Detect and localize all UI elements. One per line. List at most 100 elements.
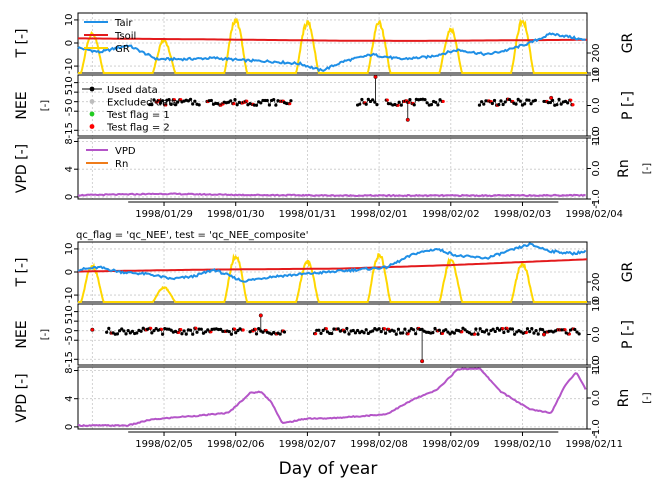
y-axis-label: VPD [-] — [14, 144, 30, 193]
right-y-tick-label: 0.0 — [591, 161, 602, 177]
y-tick-label: 4 — [64, 166, 75, 172]
y-tick-label: 0 — [64, 40, 75, 46]
right-y-tick-label: 0.0 — [591, 98, 602, 114]
y-axis-unit: [-] — [40, 100, 51, 112]
x-tick-label: 1998/01/30 — [207, 209, 265, 220]
nee-point — [578, 332, 581, 335]
nee-point — [375, 103, 378, 106]
y-tick-label: 0 — [64, 194, 75, 200]
nee-point-flag2 — [194, 327, 197, 330]
right-y-axis-unit: [-] — [642, 163, 653, 175]
nee-point-flag2 — [525, 331, 528, 334]
nee-point — [289, 99, 292, 102]
right-y-axis-label: GR — [620, 32, 636, 53]
nee-point-flag2 — [232, 102, 235, 105]
right-y-axis-label: Rn — [616, 389, 632, 408]
nee-point-flag2 — [501, 327, 504, 330]
right-y-tick-label: 1.0 — [591, 359, 602, 375]
x-tick-label: 1998/02/02 — [422, 209, 480, 220]
nee-point — [534, 99, 537, 102]
y-tick-label: -10 — [64, 287, 75, 303]
right-y-axis-unit: [-] — [642, 392, 653, 404]
series-nee-used — [148, 98, 574, 107]
y-axis-label: T [-] — [14, 29, 30, 59]
right-y-axis-label: Rn — [616, 159, 632, 178]
right-y-axis-label: GR — [620, 261, 636, 282]
y-axis-label: NEE — [14, 320, 30, 348]
nee-point-flag2 — [571, 103, 574, 106]
nee-point-flag2 — [242, 328, 245, 331]
right-y-axis-label: P [-] — [620, 91, 636, 120]
y-tick-label: 0 — [64, 328, 75, 334]
legend-label-tair: Tair — [114, 18, 133, 29]
x-tick-label: 1998/02/05 — [135, 439, 193, 450]
right-y-tick-label: -1.0 — [591, 189, 602, 209]
right-y-tick-label: 200 — [591, 43, 602, 62]
legend-swatch-used — [90, 87, 95, 92]
nee-point — [283, 330, 286, 333]
y-tick-label: 0 — [64, 269, 75, 275]
y-tick-label: 10 — [64, 76, 75, 89]
nee-point-flag2 — [473, 332, 476, 335]
y-tick-label: -5 — [64, 335, 75, 345]
y-tick-label: -5 — [64, 106, 75, 116]
x-tick-label: 1998/01/29 — [135, 209, 193, 220]
y-axis-label: NEE — [14, 91, 30, 119]
y-axis-label: T [-] — [14, 258, 30, 288]
nee-point-flag2 — [549, 96, 553, 100]
series-tsoil-line — [78, 259, 587, 271]
series-vpd-line — [78, 193, 586, 196]
x-tick-label: 1998/02/04 — [565, 209, 623, 220]
x-tick-label: 1998/01/31 — [279, 209, 337, 220]
chart-title: qc_flag = 'qc_NEE', test = 'qc_NEE_compo… — [76, 230, 308, 241]
x-tick-label: 1998/02/08 — [350, 439, 408, 450]
series-tsoil-line — [78, 38, 587, 41]
nee-point-flag2 — [179, 328, 182, 331]
nee-point-flag2 — [568, 332, 571, 335]
nee-point-flag2 — [569, 99, 572, 102]
nee-point-flag2 — [542, 333, 546, 337]
y-tick-label: 0 — [64, 99, 75, 105]
nee-point-flag2 — [420, 359, 424, 363]
y-tick-label: 10 — [64, 243, 75, 256]
legend-label-gr: GR — [115, 44, 130, 55]
legend-swatch-flag1 — [90, 112, 95, 117]
nee-point-flag2 — [160, 328, 163, 331]
y-tick-label: -10 — [64, 58, 75, 74]
right-y-tick-label: 0.0 — [591, 390, 602, 406]
y-tick-label: 8 — [64, 367, 75, 373]
legend-label-flag1: Test flag = 1 — [106, 110, 170, 121]
legend-label-rn: Rn — [115, 159, 128, 170]
right-y-tick-label: 1.0 — [591, 296, 602, 312]
x-tick-label: 1998/02/10 — [494, 439, 552, 450]
x-axis-label: Day of year — [279, 459, 378, 479]
x-tick-label: 1998/02/03 — [494, 209, 552, 220]
nee-point-flag2 — [91, 328, 95, 332]
nee-point-flag2 — [406, 118, 410, 122]
y-tick-label: 10 — [64, 14, 75, 27]
x-tick-label: 1998/02/07 — [279, 439, 337, 450]
y-tick-label: 8 — [64, 138, 75, 144]
legend-swatch-flag2 — [90, 124, 95, 129]
legend-swatch-excluded — [90, 99, 95, 104]
legend-label-vpd: VPD — [115, 146, 136, 157]
legend-label-tsoil: Tsoil — [114, 31, 136, 42]
nee-point-flag2 — [383, 327, 386, 330]
nee-point-flag2 — [442, 100, 445, 103]
x-tick-label: 1998/02/09 — [422, 439, 480, 450]
y-axis-unit: [-] — [40, 329, 51, 341]
right-y-tick-label: -1.0 — [591, 419, 602, 439]
legend-label-flag2: Test flag = 2 — [106, 123, 170, 134]
right-y-tick-label: 0.0 — [591, 327, 602, 343]
nee-point-flag2 — [374, 75, 378, 79]
nee-point-flag2 — [259, 314, 263, 318]
y-tick-label: 4 — [64, 396, 75, 402]
series-nee-used — [105, 327, 581, 336]
y-axis-label: VPD [-] — [14, 373, 30, 422]
right-y-tick-label: 1.0 — [591, 130, 602, 146]
y-tick-label: 10 — [64, 305, 75, 318]
right-y-tick-label: 200 — [591, 272, 602, 291]
nee-point — [195, 331, 198, 334]
